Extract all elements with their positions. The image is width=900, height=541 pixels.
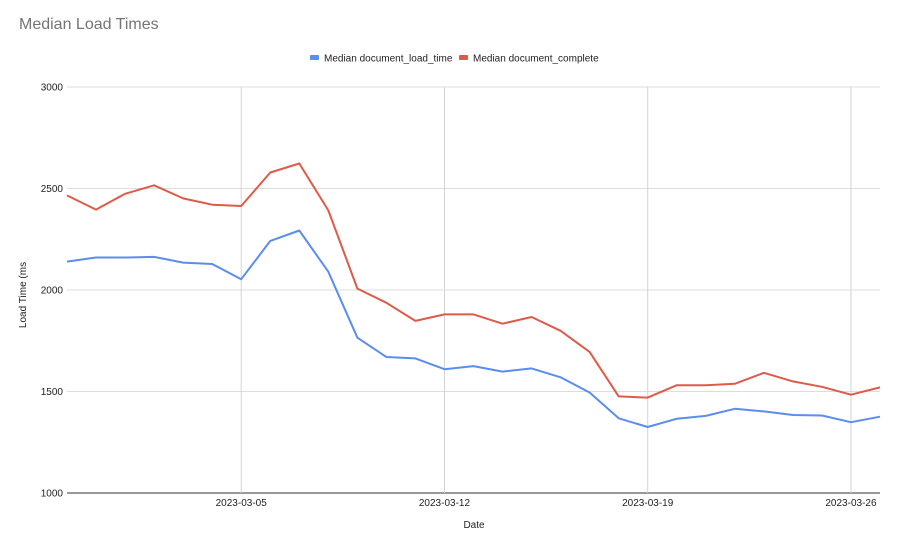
y-tick-label: 1500	[41, 387, 64, 398]
series-line-1	[66, 229, 881, 428]
y-tick-label: 1000	[41, 489, 64, 500]
y-tick-labels: 1000 1500 2000 2500 3000	[41, 83, 64, 500]
y-tick-label: 3000	[41, 83, 64, 94]
x-tick-label: 2023-03-12	[419, 498, 471, 509]
legend: Median document_load_time Median document…	[310, 54, 599, 65]
y-axis-label: Load Time (ms	[18, 262, 29, 328]
legend-label: Median document_load_time	[324, 54, 453, 65]
series-line-2	[66, 162, 881, 399]
legend-swatch	[459, 55, 468, 60]
legend-swatch	[310, 55, 319, 60]
series-lines	[66, 162, 881, 428]
gridlines	[67, 86, 880, 494]
x-axis-label: Date	[463, 520, 485, 531]
legend-label: Median document_complete	[473, 54, 599, 65]
x-tick-label: 2023-03-19	[622, 498, 674, 509]
chart-title: Median Load Times	[19, 16, 159, 33]
y-tick-label: 2500	[41, 184, 64, 195]
x-tick-label: 2023-03-26	[825, 498, 877, 509]
x-tick-label: 2023-03-05	[216, 498, 268, 509]
x-tick-labels: 2023-03-05 2023-03-12 2023-03-19 2023-03-26	[216, 498, 877, 509]
y-tick-label: 2000	[41, 286, 64, 297]
